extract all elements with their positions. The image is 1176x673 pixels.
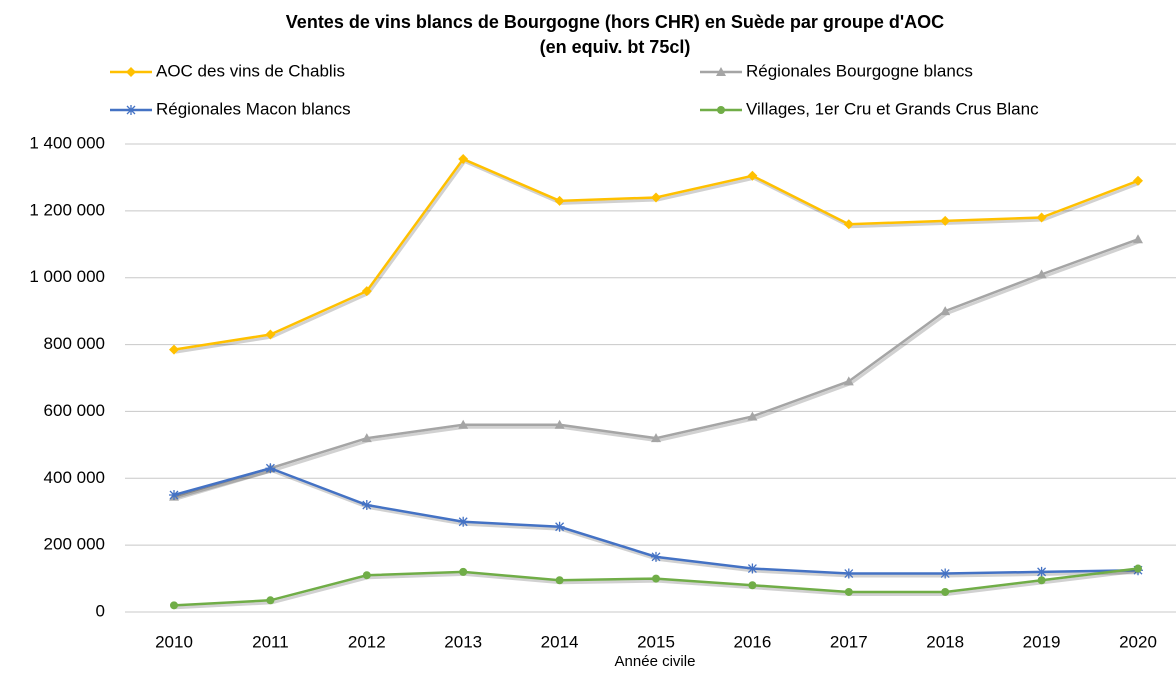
marker	[126, 105, 136, 115]
series-shadow	[175, 240, 1141, 501]
marker	[651, 433, 661, 443]
y-tick-label: 0	[96, 601, 105, 620]
marker	[1037, 576, 1046, 585]
marker	[843, 568, 854, 579]
marker	[554, 521, 565, 532]
marker	[747, 170, 758, 181]
marker	[265, 463, 276, 474]
marker	[1134, 564, 1142, 573]
marker	[458, 154, 469, 165]
x-tick-label: 2012	[348, 632, 386, 651]
x-tick-label: 2018	[926, 632, 964, 651]
legend-label: AOC des vins de Chablis	[156, 61, 345, 80]
x-tick-label: 2014	[541, 632, 579, 651]
marker	[717, 106, 725, 114]
chart-subtitle: (en equiv. bt 75cl)	[540, 37, 691, 57]
marker	[941, 587, 950, 596]
marker	[458, 419, 469, 429]
marker	[843, 219, 854, 230]
y-tick-label: 1 400 000	[29, 133, 105, 152]
x-tick-label: 2015	[637, 632, 675, 651]
marker	[1133, 234, 1143, 244]
marker	[362, 571, 371, 580]
marker	[361, 433, 372, 443]
x-tick-label: 2019	[1023, 632, 1061, 651]
marker	[458, 516, 469, 527]
chart-title: Ventes de vins blancs de Bourgogne (hors…	[286, 12, 944, 32]
x-tick-label: 2017	[830, 632, 868, 651]
marker	[169, 490, 179, 500]
x-tick-label: 2016	[733, 632, 771, 651]
y-tick-label: 800 000	[44, 334, 105, 353]
marker	[170, 601, 178, 610]
marker	[555, 576, 564, 585]
x-tick-label: 2013	[444, 632, 482, 651]
marker	[126, 67, 136, 77]
marker	[748, 581, 757, 590]
marker	[940, 568, 951, 579]
marker	[651, 192, 661, 203]
y-tick-label: 1 200 000	[29, 200, 105, 219]
legend-label: Régionales Bourgogne blancs	[746, 61, 973, 80]
marker	[265, 329, 276, 340]
marker	[361, 286, 372, 297]
marker	[940, 215, 951, 226]
marker	[1036, 212, 1047, 223]
marker	[940, 306, 951, 316]
marker	[747, 563, 758, 574]
marker	[459, 567, 468, 576]
y-tick-label: 400 000	[44, 468, 105, 487]
marker	[1036, 269, 1047, 279]
x-axis-label: Année civile	[615, 653, 696, 670]
x-tick-label: 2011	[252, 632, 289, 651]
marker	[1133, 175, 1143, 186]
series-shadow	[175, 159, 1141, 354]
marker	[169, 344, 179, 355]
y-tick-label: 600 000	[44, 401, 105, 420]
marker	[652, 574, 660, 583]
marker	[554, 195, 565, 206]
series-line	[173, 157, 1139, 351]
marker	[1036, 566, 1047, 577]
legend-label: Régionales Macon blancs	[156, 99, 351, 118]
y-tick-label: 1 000 000	[29, 267, 105, 286]
legend-label: Villages, 1er Cru et Grands Crus Blanc	[746, 99, 1039, 118]
x-tick-label: 2010	[155, 632, 193, 651]
marker	[716, 67, 726, 76]
marker	[361, 500, 372, 511]
marker	[844, 587, 853, 596]
marker	[266, 596, 275, 605]
y-tick-label: 200 000	[44, 535, 105, 554]
x-tick-label: 2020	[1119, 632, 1157, 651]
series-shadow	[175, 469, 1140, 578]
marker	[651, 551, 661, 562]
marker	[554, 419, 565, 429]
marker	[843, 376, 854, 386]
marker	[747, 411, 758, 421]
